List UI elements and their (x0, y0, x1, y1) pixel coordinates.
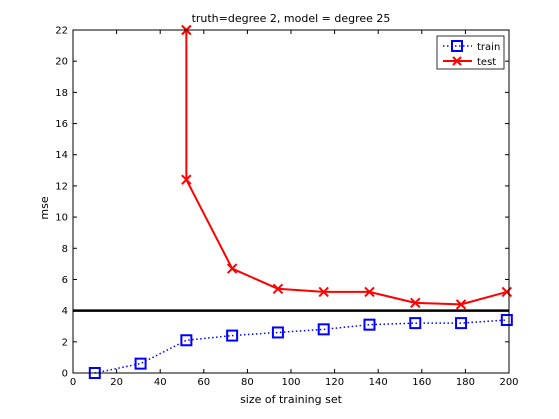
x-tick-label: 180 (456, 377, 475, 388)
y-tick-label: 10 (55, 213, 68, 224)
data-point-test (318, 286, 329, 298)
data-point-train (317, 323, 330, 336)
y-tick-label: 22 (55, 26, 68, 37)
legend-label-train: train (477, 42, 500, 53)
x-axis-title: size of training set (240, 393, 343, 406)
x-tick-label: 160 (412, 377, 431, 388)
data-point-train (455, 317, 468, 330)
chart-title: truth=degree 2, model = degree 25 (192, 12, 391, 25)
y-axis-title: mse (38, 196, 51, 219)
x-tick-label: 20 (110, 377, 123, 388)
legend-marker-test (452, 56, 462, 66)
data-point-train (500, 313, 513, 326)
y-tick-label: 20 (55, 57, 68, 68)
x-tick-label: 200 (499, 377, 518, 388)
y-tick-label: 6 (62, 275, 68, 286)
tick-layer: 0 20 40 60 80 100 120 140 160 180 200 0 2 4 6 8 10 12 14 16… (55, 26, 518, 389)
x-tick-label: 0 (70, 377, 76, 388)
data-point-train (134, 357, 147, 370)
y-tick-label: 18 (55, 88, 68, 99)
x-tick-label: 80 (241, 377, 254, 388)
y-tick-label: 14 (55, 150, 68, 161)
data-point-test (181, 174, 192, 185)
y-tick-label: 2 (62, 337, 68, 348)
data-point-test (410, 297, 421, 309)
x-tick-label: 140 (369, 377, 388, 388)
data-point-test (455, 299, 467, 310)
legend-box (436, 35, 505, 70)
data-point-train (180, 334, 193, 347)
data-point-train (363, 318, 376, 331)
y-tick-label: 12 (55, 181, 68, 192)
series-line-train (94, 319, 507, 374)
x-tick-label: 100 (281, 377, 300, 388)
legend-marker-train (451, 40, 463, 52)
data-point-test (364, 286, 375, 298)
plot-background (73, 30, 509, 373)
data-point-train (409, 317, 422, 330)
y-tick-label: 8 (62, 244, 68, 255)
legend: train test (436, 35, 505, 70)
y-tick-label: 0 (62, 369, 68, 380)
data-point-test (272, 283, 284, 295)
x-tick-label: 120 (325, 377, 344, 388)
data-point-train (271, 326, 284, 339)
x-tick-label: 60 (197, 377, 210, 388)
y-tick-label: 4 (62, 306, 68, 317)
data-point-test (226, 263, 238, 274)
x-tick-label: 40 (154, 377, 167, 388)
data-point-test (501, 286, 513, 298)
legend-label-test: test (477, 57, 496, 68)
data-point-train (226, 329, 239, 342)
y-tick-label: 16 (55, 119, 68, 130)
plot-area: 0 20 40 60 80 100 120 140 160 180 200 0 2 4 6 8 10 12 14 16… (55, 24, 519, 389)
